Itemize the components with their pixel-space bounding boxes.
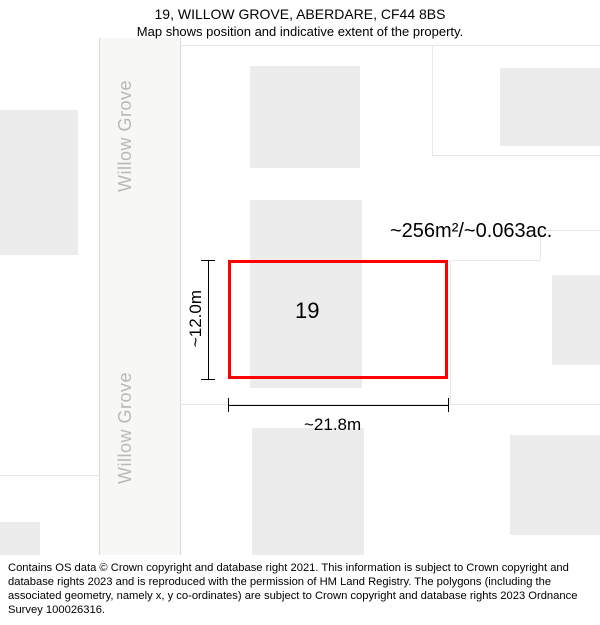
road-border-right xyxy=(180,38,181,560)
dim-tick xyxy=(201,379,215,380)
dim-label-width: ~21.8m xyxy=(304,415,361,435)
dim-tick xyxy=(201,260,215,261)
building-footprint xyxy=(510,435,600,535)
dim-label-height: ~12.0m xyxy=(186,290,206,347)
street-label: Willow Grove xyxy=(115,372,136,484)
header: 19, WILLOW GROVE, ABERDARE, CF44 8BS Map… xyxy=(0,0,600,43)
dim-tick xyxy=(228,398,229,412)
dim-line-vertical xyxy=(208,260,209,379)
road-band xyxy=(100,38,180,560)
building-footprint xyxy=(0,110,78,255)
dim-tick xyxy=(448,398,449,412)
property-map: Willow Grove Willow Grove 19 ~256m²/~0.063a… xyxy=(0,0,600,560)
parcel-line xyxy=(0,475,100,476)
street-label: Willow Grove xyxy=(115,80,136,192)
parcel-line xyxy=(432,155,600,156)
dim-line-horizontal xyxy=(228,405,448,406)
property-highlight xyxy=(228,260,448,379)
building-footprint xyxy=(252,428,364,560)
page-subtitle: Map shows position and indicative extent… xyxy=(10,24,590,39)
road-border-left xyxy=(99,38,100,560)
parcel-line xyxy=(450,260,540,261)
area-label: ~256m²/~0.063ac. xyxy=(390,220,552,243)
building-footprint xyxy=(552,275,600,365)
parcel-line xyxy=(432,45,433,155)
parcel-line xyxy=(180,45,600,46)
copyright-footer: Contains OS data © Crown copyright and d… xyxy=(0,555,600,625)
house-number-label: 19 xyxy=(295,298,319,324)
building-footprint xyxy=(500,68,600,146)
building-footprint xyxy=(250,66,360,168)
page-title: 19, WILLOW GROVE, ABERDARE, CF44 8BS xyxy=(10,6,590,22)
parcel-line xyxy=(450,260,451,405)
